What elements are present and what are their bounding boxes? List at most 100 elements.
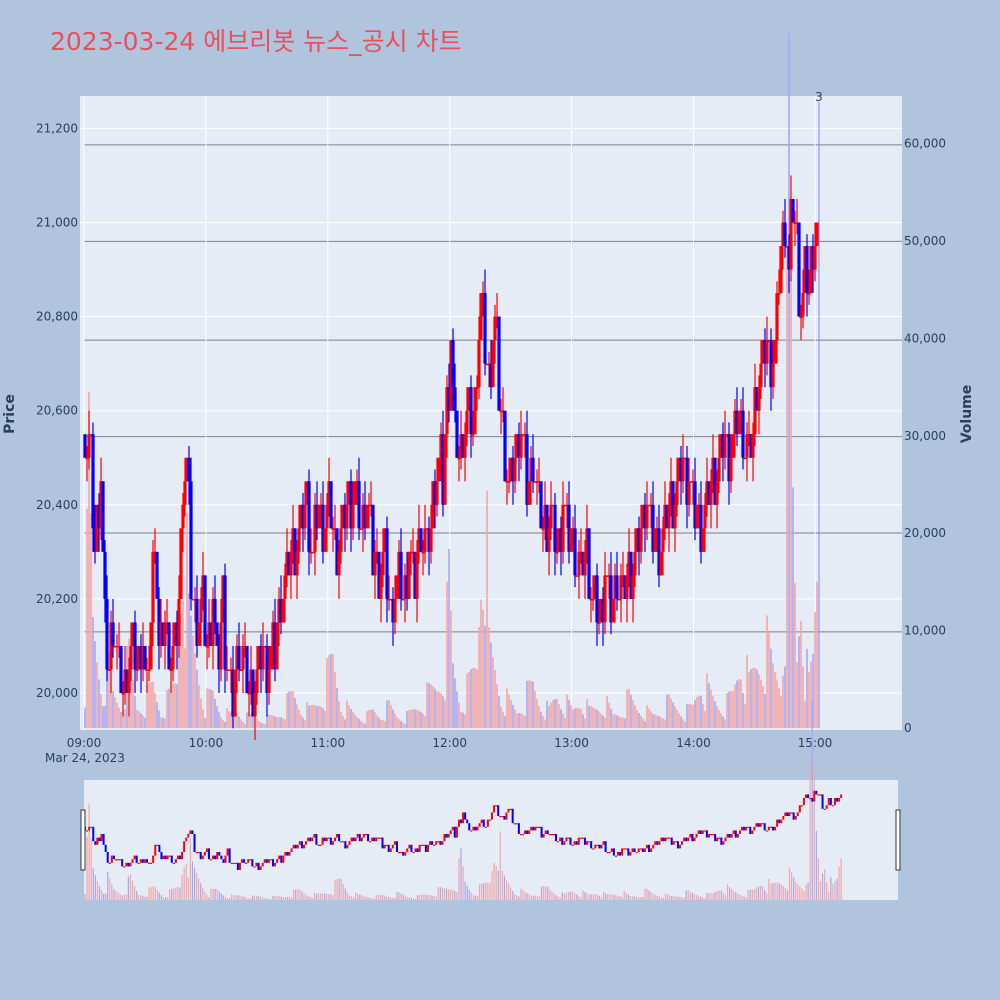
volume-bar [810, 661, 812, 728]
mini-volume-bar [582, 890, 584, 900]
volume-bars [84, 33, 818, 728]
volume-bar [378, 717, 380, 728]
volume-bar [800, 620, 802, 728]
candle-body [755, 387, 759, 411]
mini-candle [614, 855, 617, 857]
volume-bar [236, 713, 238, 728]
volume-bar [774, 672, 776, 728]
mini-candle [557, 841, 560, 843]
mini-volume-bar [266, 898, 268, 900]
mini-candle [763, 823, 766, 831]
mini-candle [813, 790, 816, 802]
candle-body [241, 645, 245, 670]
candle-body [629, 551, 633, 599]
candle-body [517, 434, 521, 458]
mini-volume-bar [516, 895, 518, 900]
volume-bar [214, 699, 216, 728]
mini-volume-bar [489, 883, 491, 900]
mini-volume-bar [607, 893, 609, 900]
x-tick-label: 12:00 [432, 736, 467, 750]
mini-candle [201, 855, 204, 860]
mini-candle [369, 841, 372, 843]
mini-candle [441, 841, 444, 845]
volume-bar [554, 699, 556, 728]
mini-volume-bar [456, 892, 458, 900]
volume-bar [120, 711, 122, 728]
mini-volume-bar [315, 893, 317, 900]
volume-bar [748, 671, 750, 728]
candle-body [677, 457, 681, 482]
mini-volume-bar [567, 892, 570, 900]
range-slider-bg[interactable] [84, 780, 898, 900]
candle-body [777, 293, 781, 295]
range-slider-handle-right[interactable] [895, 809, 901, 871]
mini-volume-bar [162, 896, 165, 900]
volume-bar [280, 717, 282, 728]
mini-candle [429, 841, 432, 845]
mini-candle [228, 848, 231, 863]
volume-bar [510, 699, 512, 728]
candle-body [731, 434, 735, 458]
mini-candle [400, 852, 403, 854]
mini-candle [840, 794, 843, 798]
candle-body [537, 481, 541, 483]
candle-body [445, 387, 449, 435]
mini-candle [251, 859, 254, 867]
volume-bar [544, 719, 546, 728]
mini-volume-bar [673, 896, 675, 900]
mini-volume-bar [443, 888, 446, 900]
mini-candle [100, 834, 103, 842]
candle-body [705, 481, 709, 505]
volume-bar [270, 714, 272, 728]
mini-volume-bar [332, 895, 334, 900]
volume-bar [98, 679, 100, 728]
volume-bar [324, 710, 326, 728]
mini-volume-bar [433, 895, 435, 900]
mini-candle [443, 834, 446, 842]
volume-bar [246, 712, 248, 728]
candle-body [411, 551, 415, 554]
range-slider-handle-left[interactable] [80, 809, 86, 871]
volume-bar [614, 714, 616, 728]
mini-volume-bar [249, 898, 251, 900]
mini-volume-bar [613, 894, 615, 900]
mini-volume-bar [551, 891, 553, 900]
mini-candle [726, 834, 729, 838]
candle-body [745, 434, 749, 458]
mini-candle [712, 834, 715, 836]
mini-candle [344, 841, 347, 849]
candle-body [581, 551, 585, 576]
mini-volume-bar [90, 838, 92, 900]
candle-body [327, 481, 331, 505]
mini-candle [449, 830, 452, 834]
volume-bar [370, 709, 372, 728]
mini-candle [637, 848, 640, 852]
candle-body [251, 669, 255, 717]
candle-body [523, 434, 527, 436]
candle-body [385, 528, 389, 599]
mini-candle [639, 848, 642, 850]
y2-tick-label: 10,000 [904, 624, 946, 638]
volume-bar [424, 716, 426, 728]
candle-body [345, 504, 349, 529]
mini-candle [534, 826, 537, 831]
mini-volume-bar [631, 896, 634, 900]
candle-body [183, 481, 187, 505]
mini-candle [267, 859, 270, 863]
mini-volume-bar [724, 895, 727, 900]
mini-volume-bar [503, 875, 505, 900]
mini-candle [838, 798, 841, 802]
mini-volume-bar [454, 890, 456, 900]
mini-candle [484, 826, 487, 828]
volume-bar [202, 709, 204, 728]
mini-volume-bar [307, 896, 309, 900]
mini-volume-bar [328, 893, 330, 900]
candle-body [647, 504, 651, 507]
mini-volume-bar [656, 895, 658, 900]
mini-candle [379, 837, 382, 839]
mini-volume-bar [706, 893, 708, 900]
mini-candle [617, 852, 620, 856]
candle-body [221, 575, 225, 623]
candle-body [323, 528, 327, 552]
mini-candle [532, 826, 535, 831]
